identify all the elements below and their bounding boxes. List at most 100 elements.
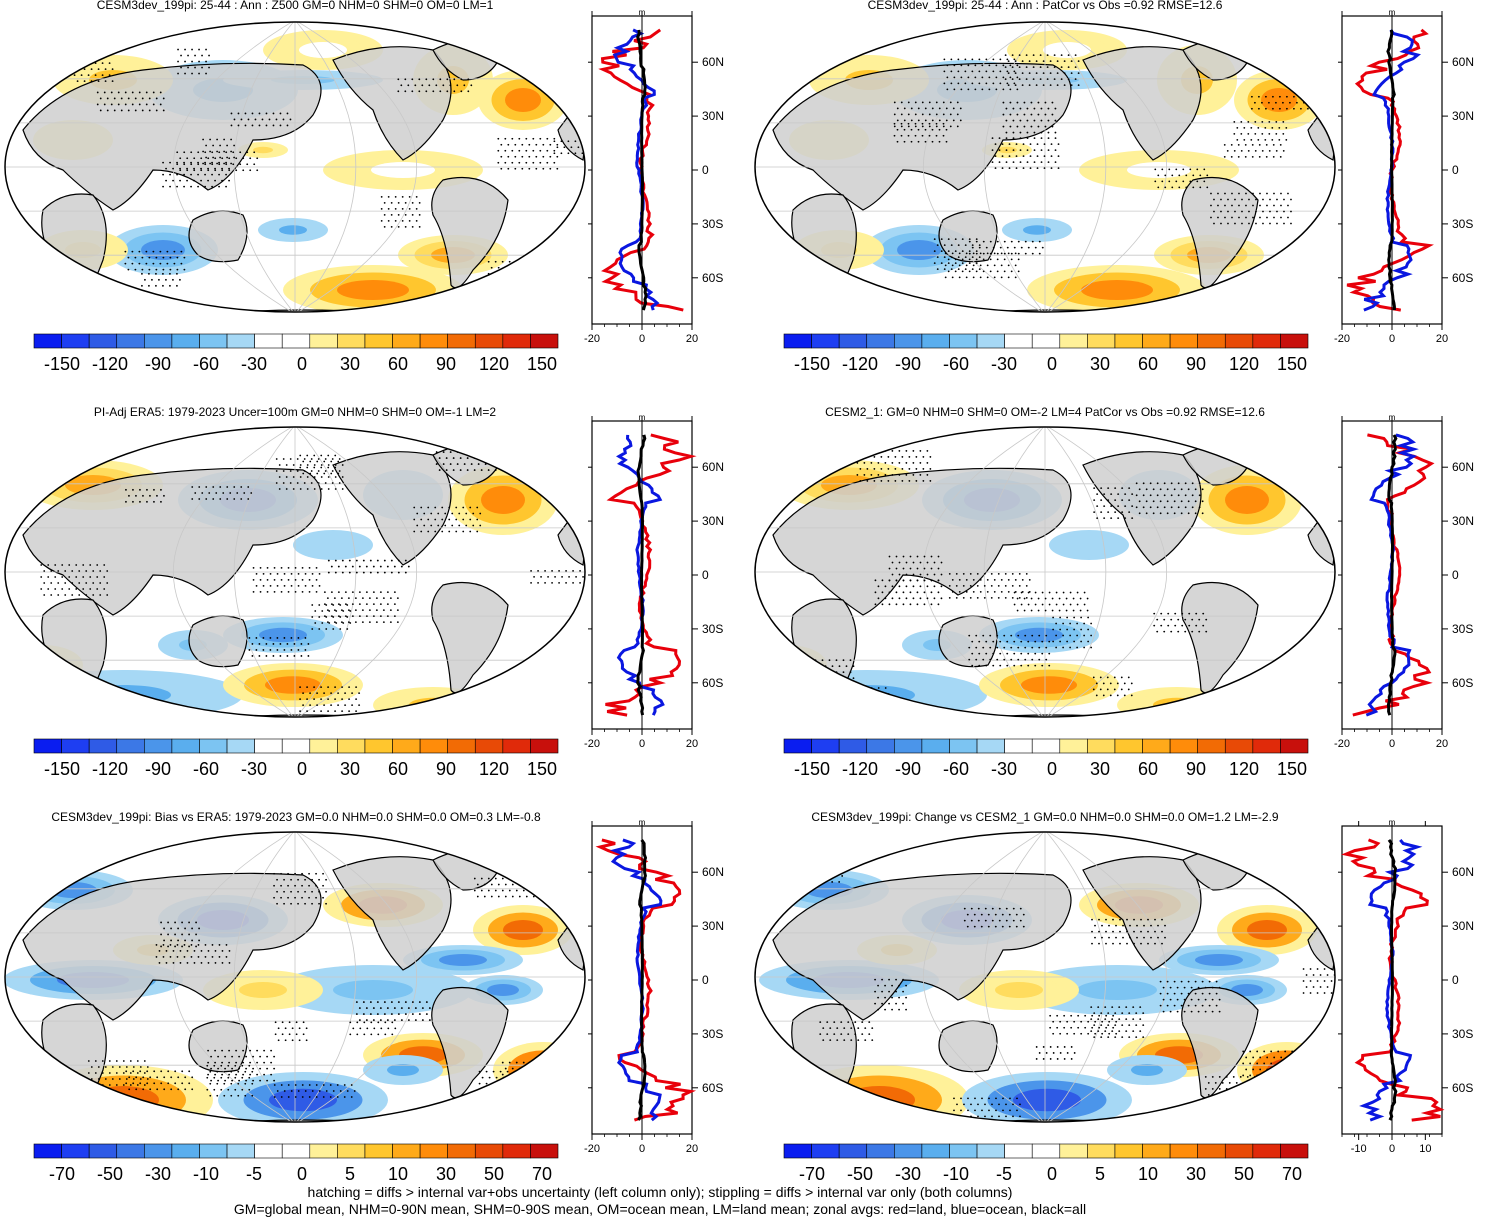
zonal-lat-label: 0 xyxy=(702,568,709,582)
colorbar-swatch xyxy=(199,738,228,754)
map-graticule xyxy=(5,832,585,1122)
land-mass xyxy=(1181,581,1259,694)
zonal-lat-label: 60N xyxy=(702,55,724,69)
zonal-x-tick-label: 20 xyxy=(686,333,698,345)
map-border xyxy=(4,426,586,718)
zonal-x-tick-label: 20 xyxy=(686,1143,698,1155)
map-border xyxy=(754,21,1336,313)
land-mass xyxy=(41,193,107,312)
land-mass xyxy=(332,856,452,971)
zonal-lat-label: 30N xyxy=(702,109,724,123)
map-graticule xyxy=(5,427,585,717)
colorbar-swatch xyxy=(1059,333,1088,349)
colorbar-swatch xyxy=(309,1143,338,1159)
panel-title: CESM3dev_199pi: 25-44 : Ann : Z500 GM=0 … xyxy=(96,0,494,12)
colorbar-swatch xyxy=(364,1143,393,1159)
colorbar-tick-label: -5 xyxy=(246,1164,262,1184)
colorbar-swatch xyxy=(281,738,311,754)
colorbar-swatch xyxy=(1114,333,1143,349)
colorbar-tick-label: 10 xyxy=(388,1164,408,1184)
colorbar-swatch xyxy=(392,1143,421,1159)
map-p1 xyxy=(4,21,586,313)
colorbar-tick-label: 0 xyxy=(1047,759,1057,779)
contour-fill xyxy=(995,982,1043,998)
zonal-lat-label: 60S xyxy=(702,676,723,690)
contour-fill xyxy=(1131,1064,1163,1076)
land-mass xyxy=(188,210,248,263)
map-p4 xyxy=(754,426,1336,718)
land-mass xyxy=(938,615,998,668)
map-p2 xyxy=(754,21,1336,313)
zonal-lat-label: 0 xyxy=(1452,568,1459,582)
contour-fill xyxy=(1279,266,1335,294)
panel-title: CESM2_1: GM=0 NHM=0 SHM=0 OM=-2 LM=4 Pat… xyxy=(825,405,1265,419)
colorbar-tick-label: -90 xyxy=(895,759,921,779)
colorbar-tick-label: 70 xyxy=(1282,1164,1302,1184)
land-mass xyxy=(188,615,248,668)
colorbar-swatch xyxy=(1087,738,1116,754)
colorbar-swatch xyxy=(1059,1143,1088,1159)
colorbar-swatch xyxy=(226,738,255,754)
zonal-lat-label: 60N xyxy=(1452,460,1474,474)
zonal-lat-label: 60N xyxy=(1452,865,1474,879)
zonal-land-series xyxy=(1341,838,1445,1122)
colorbar-tick-label: -60 xyxy=(943,354,969,374)
colorbar-swatch xyxy=(1224,738,1254,754)
panel-title: CESM3dev_199pi: Change vs CESM2_1 GM=0.0… xyxy=(811,810,1279,824)
colorbar-swatch xyxy=(419,333,448,349)
colorbar-swatch xyxy=(783,738,812,754)
zonal-lat-label: 0 xyxy=(702,973,709,987)
stippling xyxy=(893,54,1326,279)
colorbar-swatch xyxy=(88,333,118,349)
colorbar-tick-label: 0 xyxy=(297,1164,307,1184)
colorbar-swatch xyxy=(1087,333,1116,349)
colorbar-tick-label: 50 xyxy=(484,1164,504,1184)
colorbar-swatch xyxy=(502,333,531,349)
contour-fill xyxy=(481,486,525,514)
contour-fill xyxy=(533,675,585,715)
panel-graphics: -150-120-90-60-300306090120150m60N30N030… xyxy=(4,8,724,374)
panel-p3: PI-Adj ERA5: 1979-2023 Uncer=100m GM=0 N… xyxy=(0,405,735,810)
contour-fill xyxy=(387,1064,419,1076)
colorbar-swatch xyxy=(364,333,393,349)
colorbar-swatch xyxy=(811,738,840,754)
map-p5 xyxy=(4,831,586,1123)
map-border xyxy=(754,426,1336,718)
zonal-x-tick-label: 0 xyxy=(1389,738,1395,750)
land-mass xyxy=(151,714,455,717)
colorbar-swatch xyxy=(894,1143,923,1159)
colorbar-tick-label: 5 xyxy=(1095,1164,1105,1184)
colorbar-tick-label: 0 xyxy=(297,759,307,779)
colorbar-p4: -150 -120 -90 -60 -30 0 30 60 90 120 150 xyxy=(783,738,1309,779)
colorbar-swatch xyxy=(88,1143,118,1159)
colorbar-tick-label: 0 xyxy=(297,354,307,374)
colorbar-swatch xyxy=(337,1143,366,1159)
colorbar-tick-label: -120 xyxy=(842,354,878,374)
colorbar-swatch xyxy=(337,738,366,754)
colorbar-tick-label: 150 xyxy=(1277,354,1307,374)
panel-graphics: -70-50-30-10-50510305070m60N30N030S60S-2… xyxy=(4,818,724,1184)
panel-title: CESM3dev_199pi: Bias vs ERA5: 1979-2023 … xyxy=(51,810,541,824)
contour-fill xyxy=(1267,1058,1307,1082)
zonal-lat-label: 60N xyxy=(702,865,724,879)
colorbar-p2: -150 -120 -90 -60 -30 0 30 60 90 120 150 xyxy=(783,333,1309,374)
colorbar-swatch xyxy=(921,333,950,349)
colorbar-swatch xyxy=(309,333,338,349)
panel-title: PI-Adj ERA5: 1979-2023 Uncer=100m GM=0 N… xyxy=(93,405,497,419)
contour-fill xyxy=(897,240,941,260)
colorbar-tick-label: -30 xyxy=(241,759,267,779)
land-mass xyxy=(188,1020,248,1073)
contour-fill xyxy=(503,920,543,940)
contour-fill xyxy=(819,685,915,705)
colorbar-swatch xyxy=(866,333,895,349)
colorbar-tick-label: -90 xyxy=(145,759,171,779)
colorbar-tick-label: 70 xyxy=(532,1164,552,1184)
zonal-x-tick-label: -20 xyxy=(1334,333,1350,345)
zonal-x-tick-label: -10 xyxy=(1351,1143,1367,1155)
panel-p1: CESM3dev_199pi: 25-44 : Ann : Z500 GM=0 … xyxy=(0,0,735,405)
colorbar-swatch xyxy=(1142,333,1171,349)
contour-fill xyxy=(523,260,585,300)
land-mass xyxy=(938,1020,998,1073)
colorbar-p1: -150 -120 -90 -60 -30 0 30 60 90 120 150 xyxy=(33,333,559,374)
